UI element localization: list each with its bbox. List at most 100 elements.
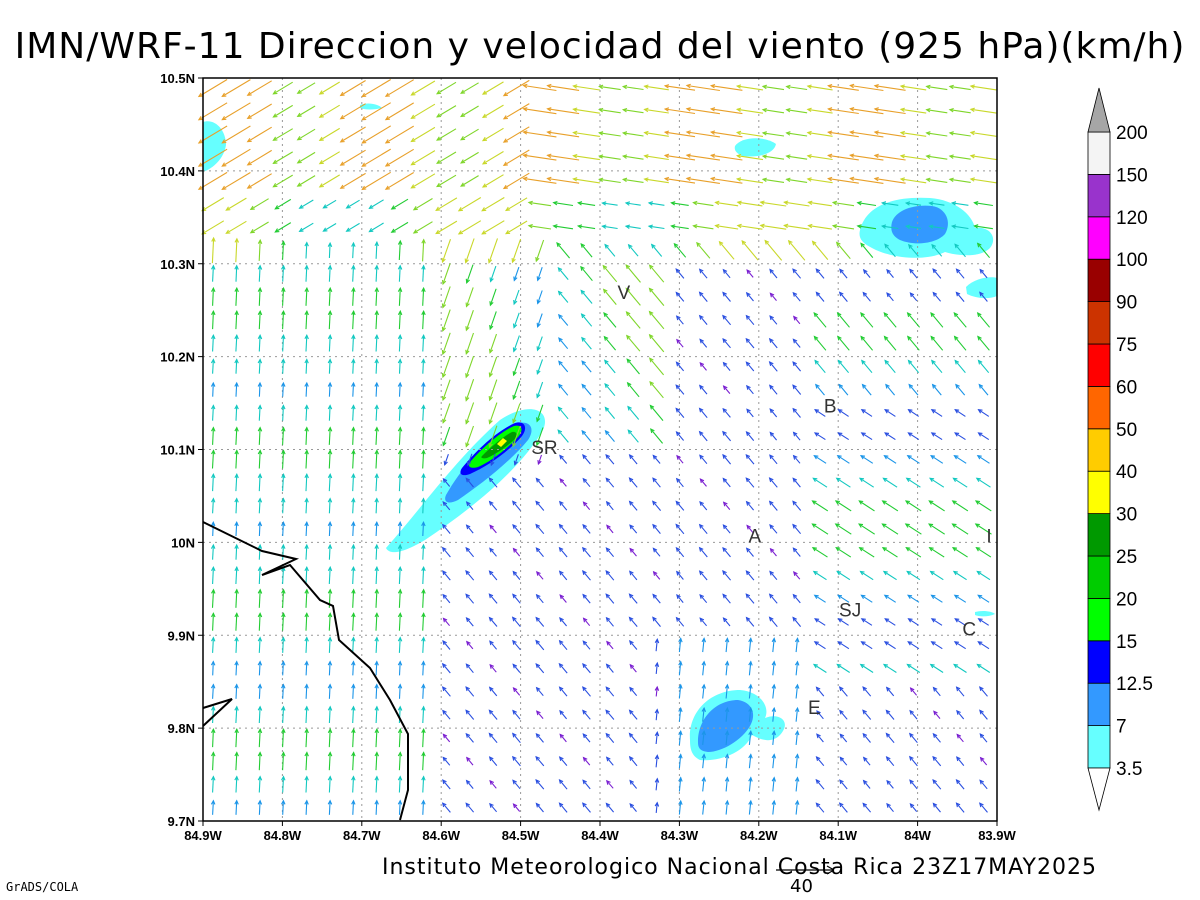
wind-arrow xyxy=(698,546,708,558)
wind-arrow xyxy=(736,223,763,230)
wind-arrow xyxy=(211,565,216,585)
wind-arrow xyxy=(374,334,379,352)
wind-arrow xyxy=(806,84,833,91)
wind-arrow xyxy=(421,751,426,771)
wind-arrow xyxy=(675,384,685,395)
wind-arrow xyxy=(582,523,591,534)
wind-arrow xyxy=(951,547,968,558)
lon-tick-label: 84W xyxy=(904,828,931,843)
wind-arrow xyxy=(769,570,778,581)
wind-arrow xyxy=(272,81,293,95)
wind-arrow xyxy=(812,570,827,581)
wind-arrow xyxy=(792,268,802,279)
wind-arrow xyxy=(836,455,850,464)
wind-arrow xyxy=(351,799,356,815)
wind-arrow xyxy=(368,222,384,233)
wind-arrow xyxy=(421,565,426,585)
wind-arrow xyxy=(881,500,899,512)
wind-arrow xyxy=(281,309,286,330)
colorbar-level-label: 7 xyxy=(1116,717,1127,738)
wind-arrow xyxy=(351,543,356,560)
wind-arrow xyxy=(582,454,591,465)
wind-arrow xyxy=(536,290,543,305)
colorbar-swatch xyxy=(1087,598,1111,642)
wind-arrow xyxy=(628,709,638,720)
lon-tick-label: 84.6W xyxy=(422,828,460,843)
wind-arrow xyxy=(457,197,482,212)
wind-arrow xyxy=(678,753,683,769)
wind-arrow xyxy=(421,449,426,469)
colorbar-level-label: 150 xyxy=(1116,165,1148,186)
wind-arrow xyxy=(979,733,988,743)
wind-arrow xyxy=(908,732,918,744)
wind-arrow xyxy=(304,264,309,282)
wind-arrow xyxy=(257,404,263,421)
wind-arrow xyxy=(512,312,520,329)
wind-arrow xyxy=(952,477,968,488)
wind-arrow xyxy=(234,775,239,793)
wind-arrow xyxy=(513,289,520,306)
wind-arrow xyxy=(536,359,544,376)
wind-arrow xyxy=(748,776,753,792)
wind-arrow xyxy=(768,477,778,488)
wind-arrow xyxy=(257,521,263,537)
wind-arrow xyxy=(605,570,615,581)
wind-arrow xyxy=(969,107,997,114)
wind-arrow xyxy=(709,153,743,161)
wind-arrow xyxy=(296,105,316,118)
wind-arrow xyxy=(699,500,708,511)
wind-arrow xyxy=(274,222,292,233)
wind-arrow xyxy=(932,268,942,279)
wind-arrow xyxy=(724,660,730,676)
wind-arrow xyxy=(769,524,778,534)
wind-arrow xyxy=(950,224,969,230)
wind-arrow xyxy=(581,546,591,558)
wind-arrow xyxy=(234,683,239,699)
wind-arrow xyxy=(221,79,251,98)
speed-shade-area xyxy=(966,277,997,299)
wind-arrow xyxy=(899,130,927,137)
wind-arrow xyxy=(724,706,730,722)
wind-arrow xyxy=(210,683,216,699)
wind-arrow xyxy=(746,408,754,418)
wind-arrow xyxy=(304,543,309,560)
wind-arrow xyxy=(281,588,286,608)
wind-arrow xyxy=(488,570,498,581)
wind-arrow xyxy=(535,523,545,535)
wind-arrow xyxy=(374,636,379,653)
wind-arrow xyxy=(675,477,684,488)
wind-arrow xyxy=(827,130,859,138)
wind-arrow xyxy=(849,130,884,138)
colorbar-level-label: 40 xyxy=(1116,462,1137,483)
wind-arrow xyxy=(925,131,948,137)
wind-arrow xyxy=(246,149,272,166)
wind-arrow xyxy=(465,264,474,284)
wind-arrow xyxy=(862,291,871,302)
wind-arrow xyxy=(442,756,451,766)
wind-arrow xyxy=(374,727,380,748)
wind-arrow xyxy=(785,154,808,160)
wind-arrow xyxy=(234,636,239,653)
wind-arrow xyxy=(211,473,216,492)
wind-arrow xyxy=(234,381,239,397)
wind-arrow xyxy=(643,107,669,114)
wind-arrow xyxy=(272,174,293,188)
wind-arrow xyxy=(361,125,391,144)
colorbar-max-triangle xyxy=(1087,87,1111,133)
wind-arrow xyxy=(748,660,753,676)
wind-arrow xyxy=(811,500,829,512)
wind-arrow xyxy=(327,334,333,352)
wind-arrow xyxy=(234,565,239,585)
wind-arrow xyxy=(909,803,918,812)
wind-arrow xyxy=(955,268,965,279)
wind-arrow xyxy=(883,455,897,464)
wind-arrow xyxy=(272,104,293,118)
wind-arrow xyxy=(862,802,872,813)
wind-arrow xyxy=(748,753,753,769)
wind-arrow xyxy=(327,565,333,585)
wind-arrow xyxy=(883,312,897,328)
wind-arrow xyxy=(814,383,825,396)
wind-arrow xyxy=(582,779,591,790)
wind-arrow xyxy=(883,641,896,650)
wind-arrow xyxy=(812,477,828,488)
